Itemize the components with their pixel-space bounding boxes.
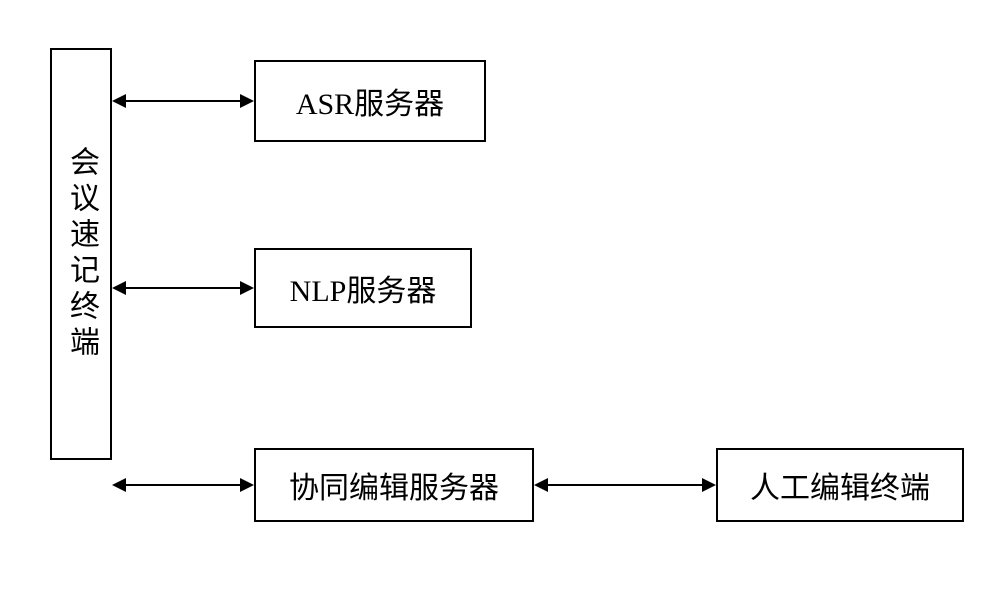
node-terminal: 会议速记终端 xyxy=(50,48,112,460)
node-coedit-label: 协同编辑服务器 xyxy=(289,463,499,507)
node-coedit: 协同编辑服务器 xyxy=(254,448,534,522)
node-manual: 人工编辑终端 xyxy=(716,448,964,522)
node-manual-label: 人工编辑终端 xyxy=(750,463,930,507)
node-terminal-label: 会议速记终端 xyxy=(59,146,103,362)
diagram-canvas: 会议速记终端 ASR服务器 NLP服务器 协同编辑服务器 人工编辑终端 xyxy=(0,0,1000,607)
node-asr-label: ASR服务器 xyxy=(296,79,444,123)
node-asr: ASR服务器 xyxy=(254,60,486,142)
node-nlp-label: NLP服务器 xyxy=(290,266,437,310)
node-nlp: NLP服务器 xyxy=(254,248,472,328)
